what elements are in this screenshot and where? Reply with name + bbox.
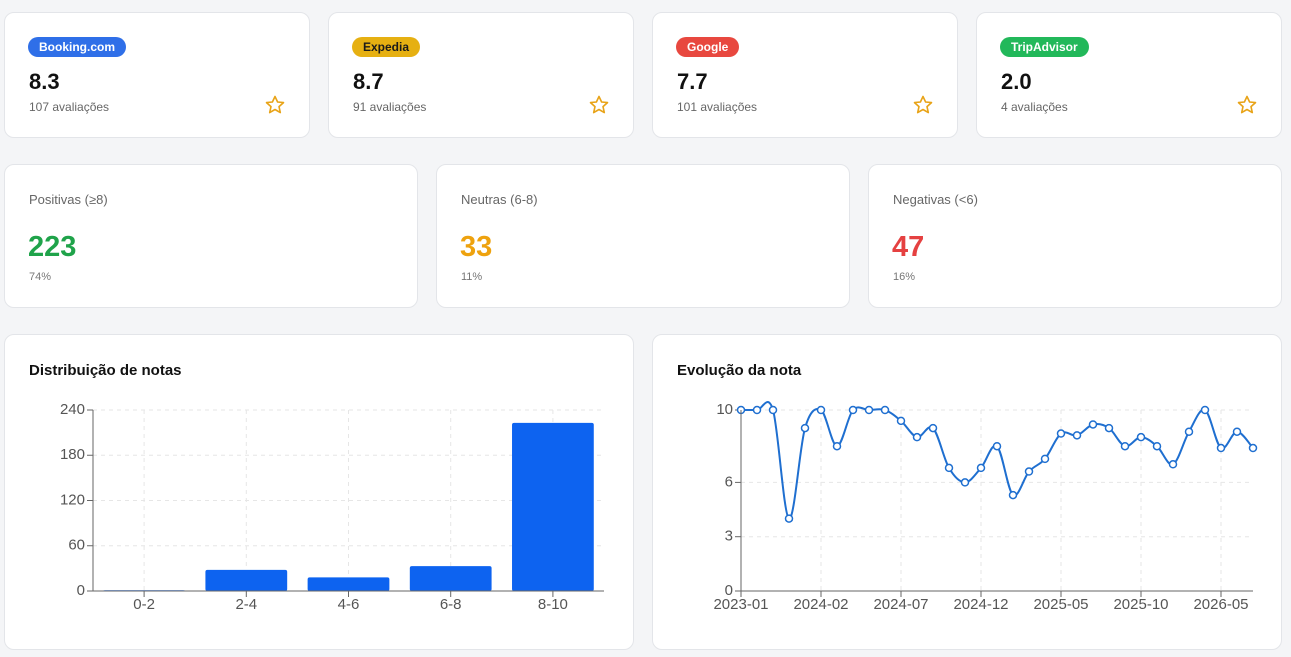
y-tick-label: 0 [725, 582, 733, 599]
point [1232, 427, 1242, 436]
platform-badge: TripAdvisor [1000, 37, 1089, 57]
x-tick-label: 4-6 [338, 596, 360, 613]
platform-score: 8.7 [353, 69, 384, 94]
point [1168, 460, 1178, 469]
platform-badge: Booking.com [28, 37, 127, 57]
x-tick-label: 2024-02 [793, 596, 848, 613]
platform-reviews: 4 avaliações [1001, 100, 1068, 114]
point [768, 405, 778, 415]
y-tick-label: 180 [60, 446, 85, 463]
platform-score: 2.0 [1001, 69, 1032, 94]
star-shape [265, 95, 285, 114]
point [800, 423, 810, 433]
point [1072, 431, 1082, 440]
point [1056, 429, 1066, 438]
summary-card: Positivas (≥8) 223 74% [4, 164, 418, 308]
point [1088, 420, 1098, 429]
bar [205, 569, 288, 591]
x-tick-label: 2025-10 [1113, 596, 1168, 613]
platform-score: 8.3 [29, 69, 60, 94]
summary-count: 223 [28, 231, 77, 263]
y-tick-label: 10 [716, 401, 733, 418]
bar [307, 577, 390, 591]
star-icon [913, 95, 933, 114]
bar [409, 566, 492, 591]
summary-card: Negativas (<6) 47 16% [868, 164, 1282, 308]
platform-card: Google 7.7 101 avaliações [652, 12, 958, 138]
platform-badge: Google [676, 37, 740, 57]
x-tick-label: 2023-01 [713, 596, 768, 613]
star-shape [913, 95, 933, 114]
x-tick-label: 2024-12 [953, 596, 1008, 613]
platform-card: Expedia 8.7 91 avaliações [328, 12, 634, 138]
summary-count: 47 [892, 231, 925, 263]
star-icon [265, 95, 285, 114]
x-tick-label: 2-4 [235, 596, 257, 613]
point [1200, 405, 1210, 415]
summary-card: Neutras (6-8) 33 11% [436, 164, 850, 308]
chart-title: Evolução da nota [677, 362, 802, 379]
y-tick-label: 240 [60, 401, 85, 418]
y-tick-label: 60 [68, 537, 85, 554]
point [848, 405, 858, 415]
platform-reviews: 107 avaliações [29, 100, 110, 114]
x-tick-label: 2024-07 [873, 596, 928, 613]
x-tick-label: 8-10 [538, 596, 568, 613]
point [1136, 432, 1146, 442]
point [1184, 427, 1194, 436]
point [1008, 490, 1018, 500]
point [896, 416, 906, 426]
y-tick-label: 3 [725, 528, 733, 545]
platform-reviews: 91 avaliações [353, 100, 427, 114]
point [832, 441, 842, 451]
point [912, 432, 922, 442]
point [1216, 443, 1226, 453]
point [864, 405, 874, 415]
summary-share: 16% [893, 271, 916, 283]
star-shape [1237, 95, 1257, 114]
point [1104, 423, 1114, 433]
chart-title: Distribuição de notas [29, 362, 182, 379]
summary-label: Positivas (≥8) [29, 192, 108, 207]
point [880, 405, 890, 415]
point [928, 423, 938, 433]
star-shape [589, 95, 609, 114]
summary-count: 33 [460, 231, 493, 263]
star-icon [1237, 95, 1257, 114]
x-tick-label: 2025-05 [1033, 596, 1088, 613]
platform-card: TripAdvisor 2.0 4 avaliações [976, 12, 1282, 138]
platform-badge: Expedia [352, 37, 421, 57]
x-tick-label: 6-8 [440, 596, 462, 613]
y-tick-label: 120 [60, 491, 85, 508]
point [944, 463, 954, 473]
y-tick-label: 0 [77, 582, 85, 599]
point [1120, 441, 1130, 451]
point [1152, 441, 1162, 451]
platform-reviews: 101 avaliações [677, 100, 758, 114]
chart-panel: Evolução da nota [652, 334, 1282, 650]
point [752, 405, 762, 415]
point [1248, 443, 1258, 453]
point [992, 441, 1002, 451]
point [1040, 454, 1050, 464]
star-icon [589, 95, 609, 114]
point [816, 405, 826, 415]
line [741, 401, 1254, 520]
platform-card: Booking.com 8.3 107 avaliações [4, 12, 310, 138]
summary-label: Neutras (6-8) [461, 192, 538, 207]
point [1024, 467, 1034, 476]
platform-score: 7.7 [677, 69, 708, 94]
point [976, 463, 986, 473]
x-tick-label: 0-2 [133, 596, 155, 613]
y-tick-label: 6 [725, 473, 733, 490]
point [960, 478, 970, 487]
summary-label: Negativas (<6) [893, 192, 978, 207]
x-tick-label: 2026-05 [1193, 596, 1248, 613]
point [784, 514, 794, 523]
bar [512, 422, 594, 591]
summary-share: 11% [461, 271, 483, 283]
summary-share: 74% [29, 271, 52, 283]
